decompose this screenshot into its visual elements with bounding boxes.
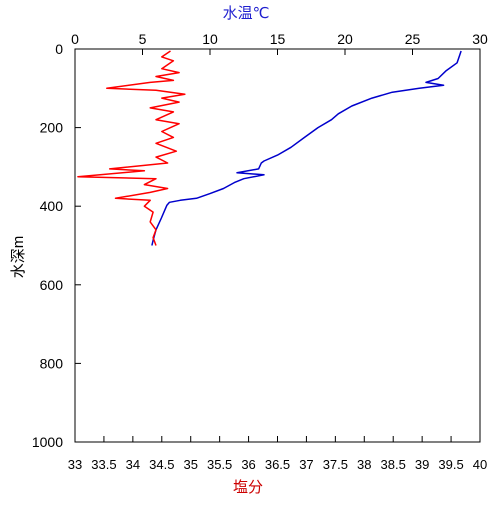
top-axis-ticks: 0 5 10 15 20 25 30 — [71, 31, 488, 55]
bottom-tick-label: 33 — [68, 457, 82, 472]
bottom-tick-label: 39.5 — [438, 457, 463, 472]
left-tick-label: 0 — [55, 41, 63, 57]
bottom-tick-label: 38.5 — [381, 457, 406, 472]
top-tick-label: 15 — [270, 31, 286, 47]
series-layer — [77, 50, 462, 246]
left-tick-label: 400 — [40, 198, 64, 214]
top-tick-label: 5 — [139, 31, 147, 47]
bottom-tick-label: 36 — [241, 457, 255, 472]
bottom-tick-label: 35 — [183, 457, 197, 472]
top-tick-label: 0 — [71, 31, 79, 47]
left-tick-label: 600 — [40, 277, 64, 293]
bottom-tick-label: 33.5 — [91, 457, 116, 472]
left-axis-label: 水深m — [10, 236, 27, 279]
left-tick-label: 200 — [40, 120, 64, 136]
top-axis-label: 水温℃ — [223, 5, 270, 22]
plot-frame — [74, 48, 481, 443]
top-tick-label: 20 — [337, 31, 353, 47]
bottom-tick-label: 40 — [473, 457, 487, 472]
bottom-tick-label: 36.5 — [265, 457, 290, 472]
bottom-tick-label: 34 — [126, 457, 140, 472]
left-axis-ticks: 0 200 400 600 800 1000 — [32, 41, 81, 450]
bottom-tick-label: 39 — [415, 457, 429, 472]
salinity-series-line — [77, 50, 186, 246]
temperature-series-line — [151, 50, 462, 246]
left-tick-label: 800 — [40, 355, 64, 371]
bottom-axis-ticks: 33 33.5 34 34.5 35 35.5 36 36.5 37 37.5 38 38.5 39 39… — [68, 436, 487, 472]
top-tick-label: 30 — [472, 31, 488, 47]
bottom-axis-label: 塩分 — [233, 479, 263, 496]
top-tick-label: 25 — [405, 31, 421, 47]
bottom-tick-label: 37.5 — [323, 457, 348, 472]
left-tick-label: 1000 — [32, 434, 63, 450]
bottom-tick-label: 34.5 — [149, 457, 174, 472]
bottom-tick-label: 35.5 — [207, 457, 232, 472]
bottom-tick-label: 38 — [357, 457, 371, 472]
bottom-tick-label: 37 — [299, 457, 313, 472]
top-tick-label: 10 — [202, 31, 218, 47]
